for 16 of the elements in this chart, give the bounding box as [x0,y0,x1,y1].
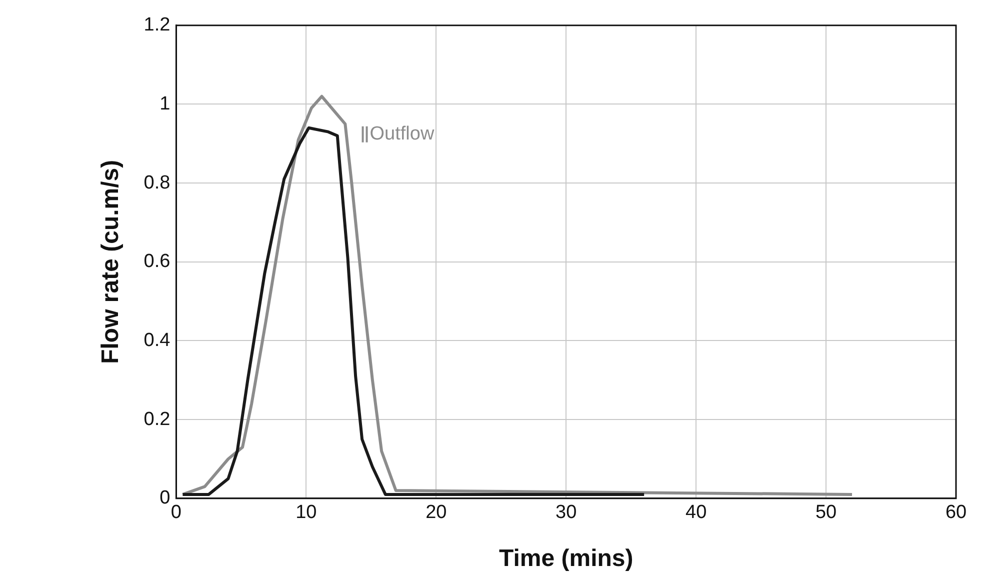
x-tick-label: 10 [296,502,317,524]
x-tick-label: 30 [556,502,577,524]
y-tick-label: 0 [160,488,170,509]
x-tick-label: 60 [945,502,967,524]
y-tick-label: 0.2 [144,408,170,430]
y-tick-label: 1 [160,93,170,114]
x-tick-label: 40 [686,502,707,524]
x-tick-label: 50 [815,502,837,524]
y-tick-label: 1.2 [144,14,170,36]
y-axis-title: Flow rate (cu.m/s) [97,160,124,364]
x-axis-title: Time (mins) [498,545,634,572]
legend-label: Outflow [370,124,434,145]
x-tick-label: 20 [426,502,447,524]
y-tick-label: 0.8 [144,172,170,194]
y-tick-label: 0.6 [144,251,170,272]
y-tick-label: 0.4 [144,330,171,351]
